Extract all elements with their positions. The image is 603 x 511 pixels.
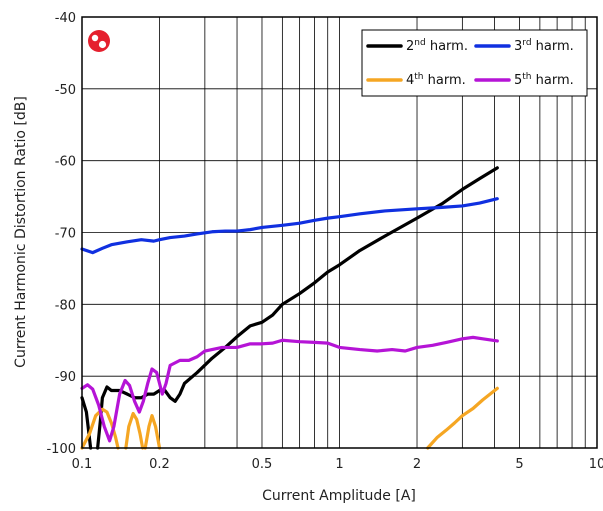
legend-label: 2nd harm. [406,38,468,54]
legend-item: 4th harm. [366,72,466,88]
series-4-harmonic [80,386,499,450]
x-tick-label: 2 [413,457,421,472]
series-2-harmonic [80,166,499,450]
tick-labels: 0.1 0.2 0.5 1 2 5 10 -40 -50 -60 -70 -80 -90 -100 [46,11,603,472]
legend: 2nd harm. 3rd harm. 4th harm. 5th harm. [361,29,588,97]
series-line [124,411,145,450]
series-line [80,197,499,255]
series-line [80,335,499,443]
x-tick-label: 5 [515,457,523,472]
x-tick-label: 10 [589,457,603,472]
x-tick-label: 1 [335,457,343,472]
y-axis-title: Current Harmonic Distortion Ratio [dB] [13,96,29,368]
legend-item: 3rd harm. [474,38,574,54]
x-tick-label: 0.5 [252,457,273,472]
legend-label: 5th harm. [514,72,574,88]
series-5-harmonic [80,335,499,443]
y-tick-label: -40 [55,11,76,26]
y-tick-label: -100 [46,442,76,457]
y-tick-label: -90 [55,370,76,385]
legend-box [361,29,588,97]
y-tick-label: -50 [55,83,76,98]
legend-label: 3rd harm. [514,38,574,54]
series-line [426,386,499,450]
legend-item: 2nd harm. [366,38,468,54]
y-tick-label: -80 [55,298,76,313]
series-line [80,407,120,450]
series-line [143,414,162,450]
series-line [96,166,499,450]
plot-frame [81,16,598,449]
series-3-harmonic [80,197,499,255]
legend-item: 5th harm. [474,72,574,88]
series-layer [80,166,499,450]
y-tick-label: -70 [55,227,76,242]
legend-label: 4th harm. [406,72,466,88]
logo-icon [88,30,110,52]
x-axis-title: Current Amplitude [A] [262,488,416,504]
x-tick-label: 0.2 [149,457,170,472]
x-tick-label: 0.1 [72,457,93,472]
y-tick-label: -60 [55,155,76,170]
